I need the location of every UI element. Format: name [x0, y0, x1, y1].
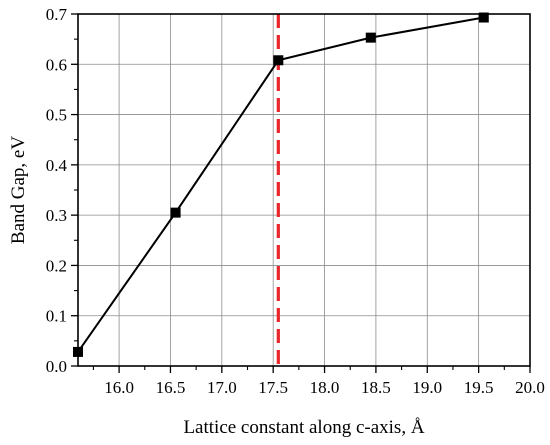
data-point-marker — [273, 55, 284, 66]
x-tick-label: 16.0 — [104, 378, 134, 397]
y-axis-title: Band Gap, eV — [8, 136, 29, 244]
series-line — [77, 16, 484, 353]
x-axis-title: Lattice constant along c-axis, Å — [183, 417, 424, 438]
y-tick-label: 0.4 — [46, 156, 68, 175]
axis-ticks — [71, 13, 531, 373]
y-tick-label: 0.2 — [46, 256, 67, 275]
x-tick-label: 19.0 — [412, 378, 442, 397]
data-point-marker — [478, 12, 489, 23]
x-tick-label: 18.0 — [310, 378, 340, 397]
tick-labels: 16.0 16.5 17.0 17.5 18.0 18.5 19.0 19.5 20.0 0.0 0… — [46, 5, 545, 397]
data-point-marker — [365, 32, 376, 43]
y-tick-label: 0.6 — [46, 55, 67, 74]
y-tick-label: 0.5 — [46, 106, 67, 125]
x-tick-label: 17.0 — [207, 378, 237, 397]
x-tick-label: 19.5 — [464, 378, 494, 397]
y-tick-label: 0.7 — [46, 5, 68, 24]
x-tick-label: 18.5 — [361, 378, 391, 397]
plot-frame — [77, 13, 531, 367]
y-tick-label: 0.0 — [46, 357, 67, 376]
x-tick-label: 16.5 — [156, 378, 186, 397]
y-tick-label: 0.3 — [46, 206, 67, 225]
grid — [78, 14, 530, 366]
x-tick-label: 17.5 — [258, 378, 288, 397]
x-tick-label: 20.0 — [515, 378, 545, 397]
data-point-marker — [170, 207, 181, 218]
y-tick-label: 0.1 — [46, 307, 67, 326]
